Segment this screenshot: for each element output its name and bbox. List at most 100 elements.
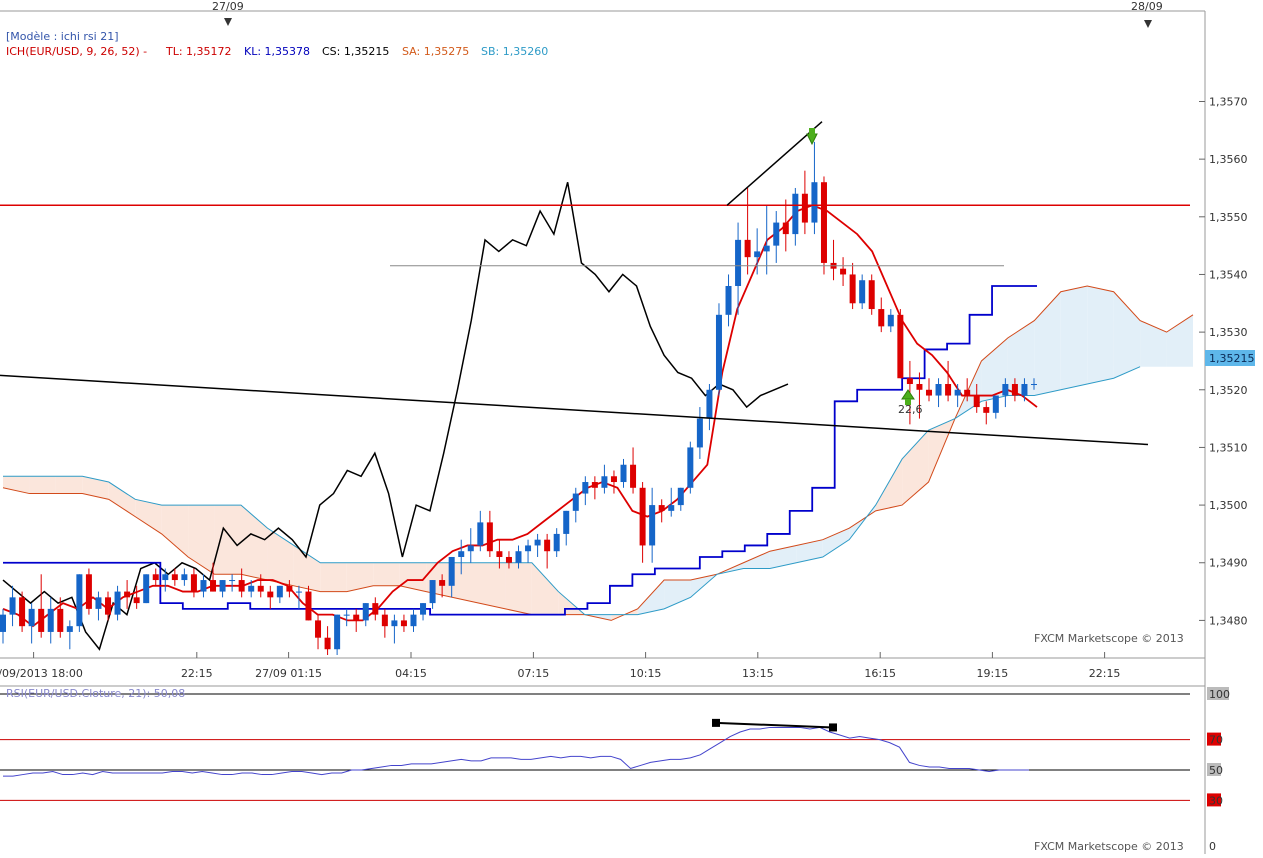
rsi-level-tag bbox=[1207, 687, 1229, 700]
candle-body bbox=[820, 182, 827, 263]
candle-body bbox=[582, 482, 589, 494]
cloud-segment bbox=[479, 562, 506, 609]
candle-body bbox=[200, 580, 207, 592]
divergence-line bbox=[726, 121, 823, 206]
cloud-segment bbox=[981, 337, 1008, 402]
watermark-rsi: FXCM Marketscope © 2013 bbox=[1034, 840, 1184, 853]
candle-body bbox=[162, 574, 169, 581]
up-arrow-stem-icon bbox=[905, 399, 911, 405]
cloud-segment bbox=[743, 551, 770, 569]
candle-body bbox=[687, 447, 694, 488]
x-tick-label: 22:15 bbox=[181, 667, 213, 680]
down-arrow-stem-icon bbox=[809, 128, 815, 135]
cloud-segment bbox=[1060, 285, 1088, 390]
x-tick-label: 26/09/2013 18:00 bbox=[0, 667, 83, 680]
cloud-segment bbox=[505, 562, 532, 615]
candle-body bbox=[477, 522, 484, 546]
candle-body bbox=[658, 505, 665, 511]
cloud-segment bbox=[320, 562, 347, 592]
price-tag: 1,35215 bbox=[1209, 352, 1255, 365]
cloud-segment bbox=[1113, 291, 1141, 379]
candle-body bbox=[801, 193, 808, 223]
y-tick-label: 1,3510 bbox=[1209, 441, 1248, 454]
cloud-segment bbox=[1007, 320, 1035, 396]
rsi-line bbox=[3, 726, 1029, 777]
x-tick-label: 13:15 bbox=[742, 667, 774, 680]
candle-body bbox=[639, 487, 646, 546]
candle-body bbox=[715, 314, 722, 390]
candle-body bbox=[696, 418, 703, 448]
candle-body bbox=[448, 556, 455, 586]
candle-body bbox=[95, 597, 102, 609]
cloud-segment bbox=[161, 505, 189, 557]
candle-body bbox=[372, 603, 379, 615]
cloud-segment bbox=[241, 505, 268, 581]
candle-body bbox=[811, 182, 818, 223]
cloud-segment bbox=[637, 580, 665, 615]
candle-body bbox=[267, 591, 274, 598]
date-marker-left-arrow-icon bbox=[224, 18, 232, 26]
candle-body bbox=[610, 476, 617, 483]
candle-body bbox=[515, 551, 522, 563]
x-tick-label: 19:15 bbox=[977, 667, 1009, 680]
candle-body bbox=[840, 268, 847, 275]
candle-body bbox=[754, 251, 761, 258]
x-tick-label: 04:15 bbox=[395, 667, 427, 680]
candle-body bbox=[248, 585, 255, 592]
candle-body bbox=[763, 245, 770, 252]
ich-label: ICH(EUR/USD, 9, 26, 52) - bbox=[6, 45, 147, 58]
cloud-segment bbox=[875, 458, 903, 511]
candle-body bbox=[295, 591, 302, 593]
x-tick-label: 07:15 bbox=[518, 667, 550, 680]
cloud-segment bbox=[796, 539, 823, 563]
rsi-level-label: 30 bbox=[1209, 794, 1223, 807]
kl-value: KL: 1,35378 bbox=[244, 45, 310, 58]
tenkan-sen bbox=[2, 204, 1038, 628]
candle-body bbox=[1011, 384, 1018, 396]
cloud-segment bbox=[452, 562, 479, 604]
cloud-segment bbox=[346, 562, 374, 592]
candle-body bbox=[133, 597, 140, 604]
candle-body bbox=[47, 608, 54, 632]
y-tick-label: 1,3540 bbox=[1209, 268, 1248, 281]
chikou-span bbox=[2, 182, 789, 651]
x-tick-label: 27/09 01:15 bbox=[255, 667, 322, 680]
candle-body bbox=[544, 539, 551, 552]
candle-body bbox=[1031, 384, 1037, 386]
y-tick-label: 1,3530 bbox=[1209, 326, 1248, 339]
candle-body bbox=[362, 603, 369, 621]
candle-body bbox=[725, 285, 732, 315]
y-tick-label: 1,3550 bbox=[1209, 211, 1248, 224]
candle-body bbox=[0, 614, 6, 632]
senkou-span-b bbox=[3, 366, 1141, 616]
sa-value: SA: 1,35275 bbox=[402, 45, 469, 58]
candle-body bbox=[152, 574, 159, 581]
candle-body bbox=[181, 574, 188, 581]
candle-body bbox=[572, 493, 579, 511]
cloud-segment bbox=[267, 528, 294, 586]
candle-body bbox=[143, 574, 150, 604]
candle-body bbox=[992, 395, 999, 413]
candle-body bbox=[706, 389, 713, 419]
candle-body bbox=[28, 608, 35, 627]
y-tick-label: 1,3520 bbox=[1209, 384, 1248, 397]
candle-body bbox=[76, 574, 83, 627]
candle-body bbox=[334, 614, 341, 650]
candle-body bbox=[668, 505, 675, 511]
tl-value: TL: 1,35172 bbox=[165, 45, 232, 58]
candle-body bbox=[324, 637, 331, 650]
price-tag-box bbox=[1205, 350, 1255, 366]
cloud-segment bbox=[82, 476, 109, 500]
candle-body bbox=[649, 505, 656, 546]
sb-value: SB: 1,35260 bbox=[481, 45, 548, 58]
rsi-divergence-marker bbox=[712, 718, 720, 727]
cloud-segment bbox=[664, 580, 691, 609]
candle-body bbox=[420, 603, 427, 615]
cloud-segment bbox=[135, 499, 162, 534]
candle-body bbox=[601, 476, 608, 488]
candle-body bbox=[496, 551, 503, 557]
candle-body bbox=[486, 522, 493, 552]
cloud-segment bbox=[399, 562, 427, 592]
candle-body bbox=[887, 314, 894, 327]
